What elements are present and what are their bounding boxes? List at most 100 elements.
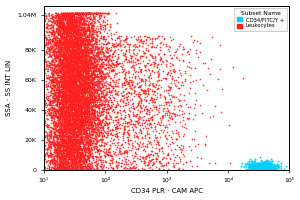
Point xyxy=(53,38,58,41)
Point xyxy=(84,140,89,144)
Point xyxy=(85,27,90,30)
Point xyxy=(76,35,81,38)
Point xyxy=(74,49,79,52)
Point xyxy=(52,100,56,104)
Point xyxy=(87,101,92,104)
Point xyxy=(141,156,146,159)
Point xyxy=(106,117,111,120)
Point xyxy=(49,62,54,66)
Point xyxy=(70,96,75,99)
Point xyxy=(62,29,67,32)
Point xyxy=(82,145,87,149)
Point xyxy=(70,11,74,15)
Point xyxy=(61,37,66,40)
Point xyxy=(108,103,113,106)
Point xyxy=(69,164,74,168)
Point xyxy=(65,44,70,47)
Point xyxy=(56,130,61,133)
Point xyxy=(70,117,75,120)
Point xyxy=(108,144,112,147)
Point xyxy=(85,155,90,159)
Point xyxy=(90,142,95,145)
Point xyxy=(257,165,262,168)
Point xyxy=(80,160,85,163)
Point xyxy=(74,65,79,68)
Point xyxy=(61,58,66,61)
Point xyxy=(58,167,62,170)
Point xyxy=(59,85,64,88)
Point xyxy=(82,92,86,95)
Point xyxy=(69,33,74,36)
Point xyxy=(82,29,86,32)
Point xyxy=(64,46,68,50)
Point xyxy=(69,57,74,60)
Point xyxy=(91,11,96,15)
Point xyxy=(57,119,62,122)
Point xyxy=(74,51,79,54)
Point xyxy=(61,70,66,73)
Point xyxy=(83,11,88,15)
Point xyxy=(108,158,113,161)
Point xyxy=(84,100,88,103)
Point xyxy=(52,110,57,113)
Point xyxy=(95,98,100,101)
Point xyxy=(78,156,83,159)
Point xyxy=(62,87,67,90)
Point xyxy=(80,96,85,99)
Point xyxy=(69,86,74,89)
Point xyxy=(86,110,91,113)
Point xyxy=(74,147,78,150)
Point xyxy=(75,89,80,92)
Point xyxy=(84,110,89,113)
Point xyxy=(64,154,68,157)
Point xyxy=(250,168,254,171)
Point xyxy=(52,167,57,170)
Point xyxy=(77,119,82,122)
Point xyxy=(75,160,80,163)
Point xyxy=(87,42,92,45)
Point xyxy=(81,21,86,24)
Point xyxy=(55,21,60,24)
Point xyxy=(71,77,76,80)
Point xyxy=(95,82,100,85)
Point xyxy=(64,95,69,98)
Point xyxy=(193,145,197,148)
Point xyxy=(91,127,95,130)
Point xyxy=(60,129,64,132)
Point xyxy=(103,43,108,46)
Point xyxy=(88,119,93,122)
Point xyxy=(88,11,93,15)
Point xyxy=(78,111,83,114)
Point xyxy=(73,112,77,115)
Point xyxy=(263,166,268,169)
Point xyxy=(99,77,104,81)
Point xyxy=(60,55,65,58)
Point xyxy=(124,37,129,40)
Point xyxy=(155,138,160,142)
Point xyxy=(68,98,72,101)
Point xyxy=(59,21,64,24)
Point xyxy=(84,86,89,90)
Point xyxy=(62,55,67,58)
Point xyxy=(87,123,92,126)
Point xyxy=(76,101,81,104)
Point xyxy=(123,57,128,61)
Point xyxy=(84,120,88,123)
Point xyxy=(47,165,52,168)
Point xyxy=(76,33,81,36)
Point xyxy=(61,52,66,55)
Point xyxy=(144,56,148,59)
Point xyxy=(100,160,105,163)
Point xyxy=(64,49,69,52)
Point xyxy=(66,141,71,144)
Point xyxy=(85,71,90,75)
Point xyxy=(68,41,73,44)
Point xyxy=(46,145,51,148)
Point xyxy=(75,45,80,48)
Point xyxy=(56,138,60,141)
Point xyxy=(69,142,74,145)
Point xyxy=(57,152,62,155)
Point xyxy=(44,104,49,107)
Point xyxy=(56,122,61,125)
Point xyxy=(66,18,71,22)
